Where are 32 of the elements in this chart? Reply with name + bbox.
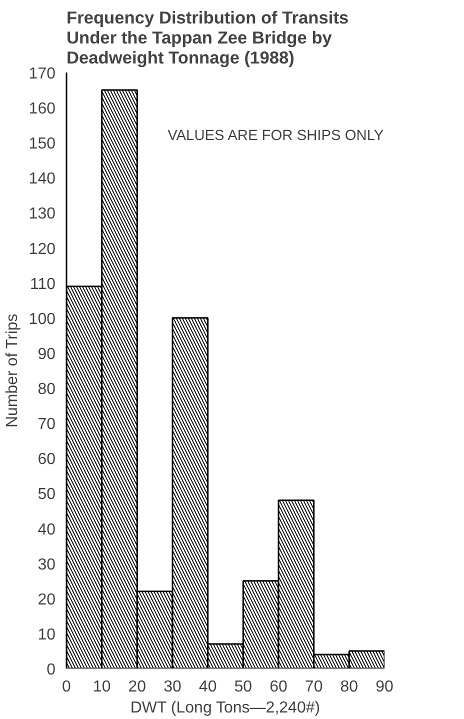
y-tick-label: 50 — [38, 486, 56, 504]
y-tick-label: 40 — [38, 521, 56, 538]
x-axis-title: DWT (Long Tons—2,240#) — [130, 700, 320, 716]
x-tick-label: 60 — [270, 678, 288, 696]
y-tick-label: 120 — [28, 240, 56, 258]
y-axis-title: Number of Trips — [4, 314, 21, 428]
x-tick-label: 10 — [92, 678, 111, 696]
x-tick-label: 0 — [62, 678, 72, 696]
y-tick-label: 10 — [38, 626, 56, 644]
y-tick-label: 140 — [28, 170, 56, 188]
y-tick-label: 20 — [38, 591, 56, 608]
y-tick-label: 90 — [38, 346, 56, 363]
x-tick-label: 90 — [376, 678, 394, 696]
annotation: VALUES ARE FOR SHIPS ONLY — [168, 128, 384, 144]
x-tick-label: 80 — [340, 678, 358, 696]
y-tick-label: 150 — [28, 136, 56, 153]
chart-title: Frequency Distribution of Transits Under the Tappan Zee Bridge by Deadweight Tonnage (1988) — [66, 8, 349, 68]
x-tick-label: 20 — [128, 678, 146, 696]
y-tick-label: 160 — [28, 100, 56, 118]
x-tick-label: 30 — [164, 678, 182, 696]
y-tick-label: 30 — [38, 556, 56, 574]
y-tick-label: 110 — [30, 276, 56, 293]
y-tick-label: 70 — [38, 416, 56, 434]
y-tick-label: 170 — [28, 66, 56, 82]
x-tick-label: 40 — [198, 678, 217, 696]
y-tick-label: 0 — [46, 662, 56, 678]
x-tick-label: 70 — [304, 678, 323, 696]
y-tick-label: 100 — [28, 310, 56, 328]
y-tick-label: 60 — [38, 451, 56, 468]
y-tick-label: 130 — [28, 206, 56, 223]
x-tick-label: 50 — [234, 678, 252, 696]
y-tick-label: 80 — [38, 381, 56, 398]
